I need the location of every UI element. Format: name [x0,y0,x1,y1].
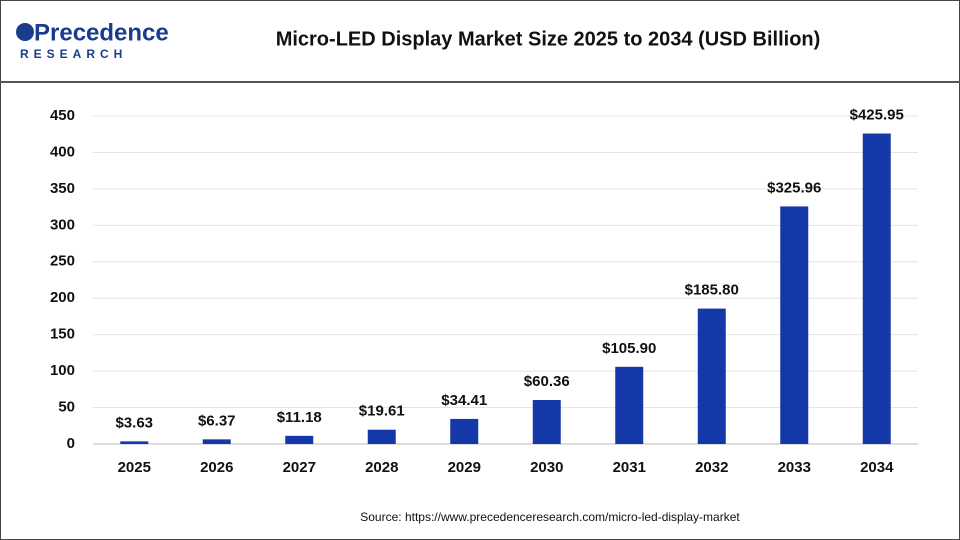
value-label: $425.95 [850,106,904,123]
y-tick-label: 200 [50,289,75,306]
y-tick-label: 400 [50,143,75,160]
source: Source: https://www.precedenceresearch.c… [360,510,740,524]
x-tick-label: 2025 [118,459,151,476]
x-tick-label: 2032 [695,459,728,476]
bar [780,206,809,444]
x-tick-label: 2034 [860,459,894,476]
bar [862,133,891,444]
y-tick-label: 300 [50,216,75,233]
value-label: $3.63 [115,414,153,431]
y-tick-label: 350 [50,180,75,197]
x-tick-label: 2028 [365,459,398,476]
x-tick-label: 2030 [530,459,563,476]
bar [532,400,561,444]
value-label: $19.61 [359,403,405,420]
logo-icon [16,23,34,41]
bar [697,308,726,444]
value-label: $11.18 [277,409,322,426]
bar [367,429,396,444]
x-tick-label: 2033 [778,459,811,476]
chart-title: Micro-LED Display Market Size 2025 to 20… [276,28,821,50]
value-label: $105.90 [602,340,656,357]
value-label: $34.41 [441,392,487,409]
x-tick-label: 2031 [613,459,646,476]
y-tick-label: 250 [50,253,75,270]
bar [285,435,314,444]
x-tick-label: 2027 [283,459,316,476]
x-tick-label: 2026 [200,459,233,476]
value-label: $185.80 [685,282,739,299]
bar [450,418,479,444]
bar [202,439,231,444]
value-label: $60.36 [524,373,570,390]
value-label: $6.37 [198,412,236,429]
y-tick-label: 450 [50,107,75,124]
x-tick-label: 2029 [448,459,481,476]
logo-sub: RESEARCH [20,47,127,61]
value-label: $325.96 [767,179,821,196]
logo-name: Precedence [34,19,169,46]
y-tick-label: 0 [67,435,75,452]
y-tick-label: 100 [50,362,75,379]
bar [615,366,644,444]
y-tick-label: 150 [50,326,75,343]
bar [120,441,149,444]
y-tick-label: 50 [58,399,75,416]
